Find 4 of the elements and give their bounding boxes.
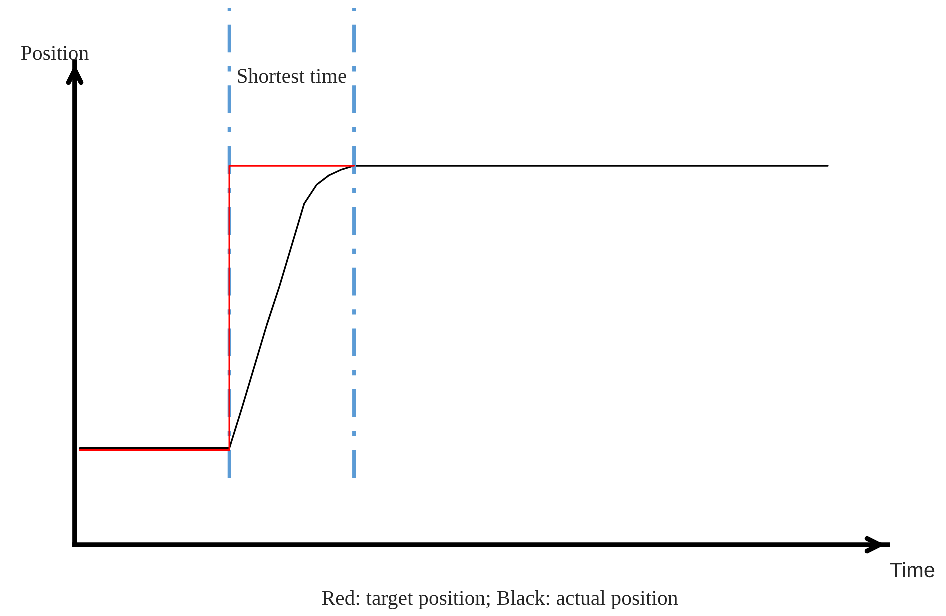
text: Position: [21, 46, 89, 60]
text: Red: target position; Black: actual position: [322, 590, 678, 610]
text: Shortest time: [238, 68, 346, 84]
x-axis-title: Time: [890, 562, 935, 578]
